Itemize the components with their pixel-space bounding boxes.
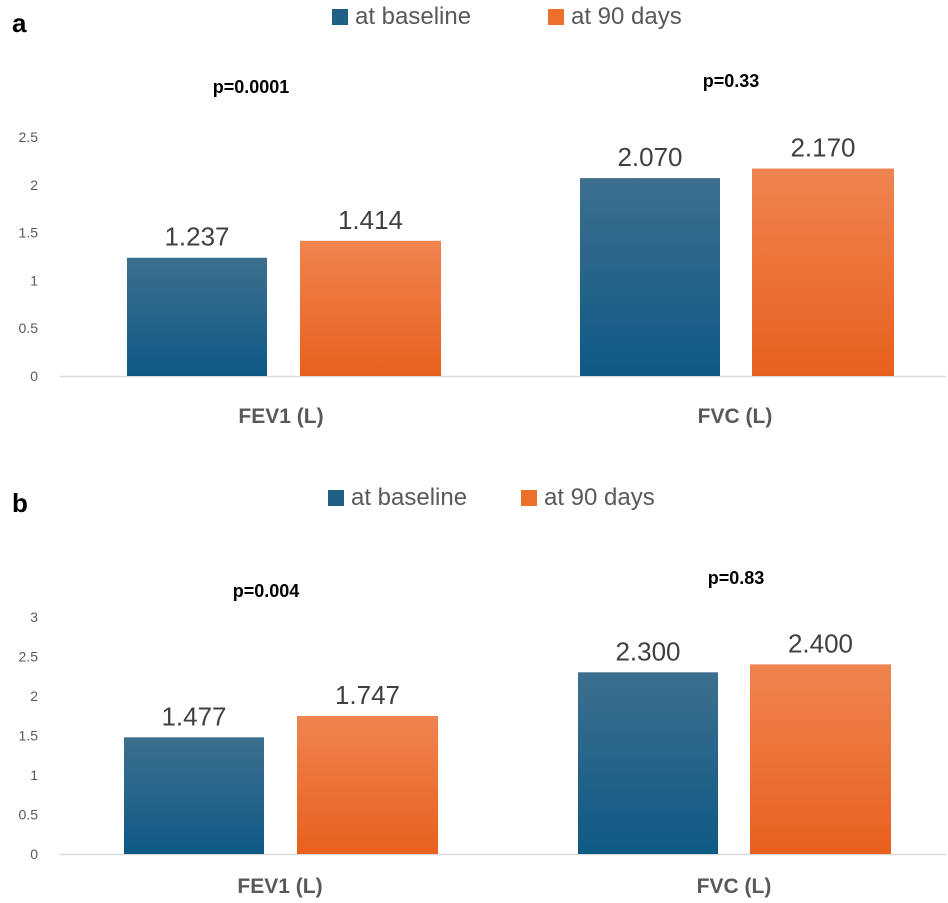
- legend-swatch-baseline: [328, 490, 344, 506]
- legend-label-day90: at 90 days: [544, 484, 655, 511]
- y-tick-label: 0: [30, 846, 38, 862]
- data-label: 1.414: [338, 205, 403, 235]
- x-category-label: FVC (L): [698, 405, 773, 428]
- y-tick-label: 1.5: [19, 225, 39, 241]
- legend-swatch-day90: [521, 490, 537, 506]
- bar-day90-fev1: [300, 240, 441, 376]
- p-value-annotation: p=0.0001: [213, 77, 290, 97]
- data-label: 2.070: [617, 142, 682, 172]
- data-label: 2.400: [788, 628, 853, 658]
- bar-day90-fvc: [750, 664, 891, 854]
- bar-baseline-fev1: [127, 257, 267, 376]
- bar-baseline-fvc: [580, 178, 720, 376]
- y-tick-label: 2.5: [19, 129, 39, 145]
- legend-swatch-day90: [548, 9, 564, 25]
- legend-label-day90: at 90 days: [571, 3, 682, 30]
- y-tick-label: 2.5: [19, 649, 39, 665]
- x-category-label: FVC (L): [697, 875, 772, 898]
- bar-day90-fev1: [297, 715, 438, 854]
- data-label: 1.237: [164, 222, 229, 252]
- p-value-annotation: p=0.004: [233, 581, 300, 601]
- y-tick-label: 1.5: [19, 728, 39, 744]
- y-tick-label: 2: [30, 177, 38, 193]
- y-tick-label: 1: [30, 767, 38, 783]
- y-tick-label: 0.5: [19, 320, 39, 336]
- y-tick-label: 1: [30, 272, 38, 288]
- p-value-annotation: p=0.83: [708, 568, 765, 588]
- x-category-label: FEV1 (L): [238, 405, 323, 428]
- bar-baseline-fvc: [578, 672, 718, 854]
- data-label: 1.477: [161, 701, 226, 731]
- y-tick-label: 2: [30, 688, 38, 704]
- legend-label-baseline: at baseline: [351, 484, 467, 511]
- data-label: 2.170: [790, 133, 855, 163]
- y-tick-label: 0: [30, 368, 38, 384]
- panel-label-b: b: [12, 488, 28, 518]
- p-value-annotation: p=0.33: [703, 71, 760, 91]
- data-label: 1.747: [335, 680, 400, 710]
- legend-swatch-baseline: [332, 9, 348, 25]
- x-category-label: FEV1 (L): [237, 875, 322, 898]
- bar-baseline-fev1: [124, 737, 264, 854]
- panel-label-a: a: [12, 8, 27, 38]
- y-tick-label: 0.5: [19, 807, 39, 823]
- bar-day90-fvc: [752, 168, 894, 376]
- legend-label-baseline: at baseline: [355, 3, 471, 30]
- y-tick-label: 3: [30, 609, 38, 625]
- data-label: 2.300: [615, 636, 680, 666]
